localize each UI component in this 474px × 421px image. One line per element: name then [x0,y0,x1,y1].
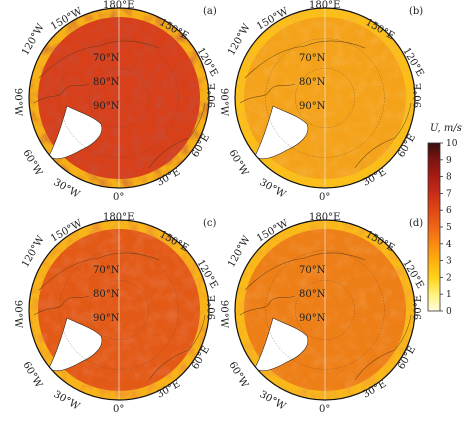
latitude-circle [295,68,355,128]
latitude-label: 70°N [299,53,326,64]
colorbar-gradient [427,142,441,312]
longitude-label-bl2: 30°W [52,389,82,413]
map-panels: (a)70°N80°N90°N180°E150°W120°W90°W60°W30… [12,0,426,415]
longitude-label-bl1: 60°W [226,360,250,390]
longitude-label-right: 90°E [207,295,218,320]
map-frame [234,219,416,401]
longitude-label-left: 90°W [12,88,23,117]
longitude-label-bl1: 60°W [226,148,250,178]
latitude-label: 90°N [299,101,326,112]
coastline-arctic-archipelago [239,295,296,316]
colorbar-tick-label: 3 [446,257,452,267]
panel-label: (d) [409,218,423,229]
longitude-label-bl2: 30°W [52,177,82,201]
graticule [59,8,179,188]
map-frame [234,7,416,189]
greenland-ice-sheet [48,317,103,372]
colorbar-tick-label: 7 [446,189,452,199]
map-panel-a: (a)70°N80°N90°N180°E150°W120°W90°W60°W30… [12,0,220,203]
colorbar-tick-label: 8 [446,173,452,183]
map-panel-c: (c)70°N80°N90°N180°E150°W120°W90°W60°W30… [12,212,220,415]
latitude-label: 80°N [93,289,120,300]
colorbar-tick-label: 0 [446,307,452,317]
graticule [265,8,385,188]
greenland-ice-sheet [254,105,309,160]
longitude-label-bottom: 0° [113,192,124,203]
latitude-label: 90°N [299,313,326,324]
longitude-label-bottom: 0° [319,404,330,415]
panel-label: (b) [409,6,423,17]
colorbar-tick-label: 6 [446,206,452,216]
longitude-label-bottom: 0° [319,192,330,203]
longitude-label-bottom: 0° [113,404,124,415]
greenland-ice-sheet [254,317,309,372]
longitude-label-right: 90°E [413,295,424,320]
colorbar: U, m/s 0 1 2 3 4 5 6 7 8 9 10 [427,123,462,317]
coastline-scandinavia [148,314,206,381]
coastline-scandinavia [354,314,412,381]
colorbar-tick-label: 5 [446,223,452,233]
longitude-label-left: 90°W [12,300,23,329]
longitude-label-top: 180°E [103,212,134,223]
colorbar-ticks: 0 1 2 3 4 5 6 7 8 9 10 [440,139,458,317]
latitude-label: 70°N [93,265,120,276]
map-panel-d: (d)70°N80°N90°N180°E150°W120°W90°W60°W30… [218,212,426,415]
greenland-ice-sheet [48,105,103,160]
latitude-label: 80°N [299,77,326,88]
longitude-label-bl2: 30°W [258,389,288,413]
coastline-arctic-archipelago [239,83,296,104]
longitude-label-top: 180°E [103,0,134,11]
longitude-label-top: 180°E [309,212,340,223]
latitude-label: 70°N [93,53,120,64]
latitude-circle [89,280,149,340]
longitude-label-right: 90°E [413,83,424,108]
longitude-label-bl1: 60°W [20,148,44,178]
graticule [59,220,179,400]
longitude-label-bl2: 30°W [258,177,288,201]
longitude-label-left: 90°W [218,88,229,117]
longitude-label-bl1: 60°W [20,360,44,390]
latitude-label: 90°N [93,101,120,112]
coastline-arctic-archipelago [33,83,90,104]
colorbar-tick-label: 2 [446,273,452,283]
latitude-label: 80°N [299,289,326,300]
colorbar-title: U, m/s [430,123,462,134]
longitude-label-left: 90°W [218,300,229,329]
colorbar-tick-label: 9 [446,156,452,166]
colorbar-tick-label: 4 [446,240,452,250]
map-frame [28,7,210,189]
longitude-label-right: 90°E [207,83,218,108]
coastline-arctic-archipelago [33,295,90,316]
longitude-label-top: 180°E [309,0,340,11]
colorbar-tick-label: 1 [446,290,452,300]
latitude-label: 70°N [299,265,326,276]
graticule [265,220,385,400]
map-panel-b: (b)70°N80°N90°N180°E150°W120°W90°W60°W30… [218,0,426,203]
latitude-label: 80°N [93,77,120,88]
colorbar-tick-label: 10 [446,139,458,149]
panel-label: (a) [203,6,217,17]
latitude-circle [295,280,355,340]
latitude-label: 90°N [93,313,120,324]
latitude-circle [89,68,149,128]
panel-label: (c) [203,218,217,229]
coastline-scandinavia [148,102,206,169]
map-frame [28,219,210,401]
coastline-scandinavia [354,102,412,169]
